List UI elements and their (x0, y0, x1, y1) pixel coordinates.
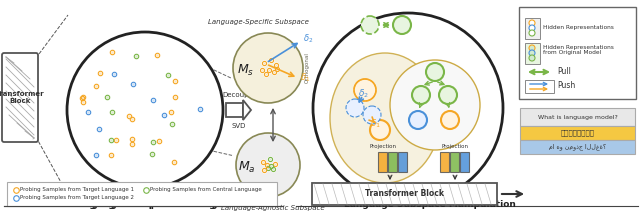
Text: Orthogonal: Orthogonal (305, 53, 310, 83)
Circle shape (67, 32, 223, 188)
Text: Language Subspace Probing: Language Subspace Probing (71, 200, 215, 209)
Circle shape (412, 86, 430, 104)
Circle shape (313, 13, 503, 203)
Circle shape (233, 33, 303, 103)
FancyBboxPatch shape (519, 7, 636, 99)
Circle shape (363, 106, 381, 124)
Circle shape (393, 16, 411, 34)
FancyBboxPatch shape (520, 126, 635, 140)
Text: Language Subspace Manipulation: Language Subspace Manipulation (344, 200, 516, 209)
FancyBboxPatch shape (525, 43, 540, 63)
Text: Transformer
Block: Transformer Block (0, 91, 44, 104)
Text: ما هو نموذج اللغة؟: ما هو نموذج اللغة؟ (549, 144, 606, 150)
Circle shape (236, 133, 300, 197)
FancyBboxPatch shape (460, 152, 469, 172)
Text: Hidden Representations: Hidden Representations (543, 26, 614, 30)
Text: Projection: Projection (369, 144, 397, 149)
Circle shape (441, 111, 459, 129)
Circle shape (529, 55, 535, 61)
Text: Pull: Pull (557, 68, 571, 76)
Text: Language-Specific Subspace: Language-Specific Subspace (207, 19, 308, 25)
FancyBboxPatch shape (525, 79, 554, 92)
FancyBboxPatch shape (440, 152, 449, 172)
Text: Language-Agnostic Subspace: Language-Agnostic Subspace (221, 205, 325, 211)
Circle shape (346, 99, 364, 117)
FancyBboxPatch shape (226, 103, 243, 117)
FancyBboxPatch shape (520, 140, 635, 154)
Circle shape (361, 16, 379, 34)
Text: Probing Samples from Target Language 2: Probing Samples from Target Language 2 (20, 196, 134, 200)
Circle shape (529, 20, 535, 26)
Text: Probing Samples from Central Language: Probing Samples from Central Language (150, 187, 262, 193)
Text: $M_a$: $M_a$ (238, 160, 255, 174)
FancyBboxPatch shape (525, 17, 540, 39)
Circle shape (354, 79, 376, 101)
Text: Projection: Projection (442, 144, 468, 149)
Polygon shape (243, 100, 251, 120)
Text: Language Subspace Probing: Language Subspace Probing (73, 200, 217, 209)
Circle shape (529, 25, 535, 31)
Text: Hidden Representations
from Original Model: Hidden Representations from Original Mod… (543, 45, 614, 55)
FancyBboxPatch shape (388, 152, 397, 172)
FancyBboxPatch shape (398, 152, 407, 172)
Text: Decouple: Decouple (222, 92, 255, 98)
Circle shape (439, 86, 457, 104)
Text: $\delta_1$: $\delta_1$ (370, 118, 381, 131)
Circle shape (390, 60, 480, 150)
Circle shape (529, 30, 535, 36)
Text: Probing Samples from Target Language 1: Probing Samples from Target Language 1 (20, 187, 134, 193)
Text: 什么是语言模型？: 什么是语言模型？ (561, 130, 595, 136)
Text: What is language model?: What is language model? (538, 115, 618, 119)
Circle shape (426, 63, 444, 81)
Circle shape (529, 45, 535, 51)
FancyBboxPatch shape (450, 152, 459, 172)
FancyBboxPatch shape (378, 152, 387, 172)
Circle shape (409, 111, 427, 129)
Circle shape (529, 50, 535, 56)
Text: $\delta_2$: $\delta_2$ (303, 33, 314, 45)
Ellipse shape (330, 53, 440, 183)
Text: Multilingual Latent Space: Multilingual Latent Space (100, 198, 189, 204)
Text: Transformer Block: Transformer Block (365, 190, 444, 199)
Text: $\delta_2$: $\delta_2$ (358, 87, 369, 99)
Text: Push: Push (557, 82, 575, 91)
FancyBboxPatch shape (7, 182, 277, 206)
Text: $M_s$: $M_s$ (237, 62, 254, 78)
FancyBboxPatch shape (2, 53, 38, 142)
Circle shape (370, 120, 390, 140)
FancyBboxPatch shape (312, 183, 497, 205)
Text: SVD: SVD (231, 123, 246, 129)
FancyBboxPatch shape (520, 108, 635, 126)
Text: $\delta_1$: $\delta_1$ (300, 72, 310, 84)
